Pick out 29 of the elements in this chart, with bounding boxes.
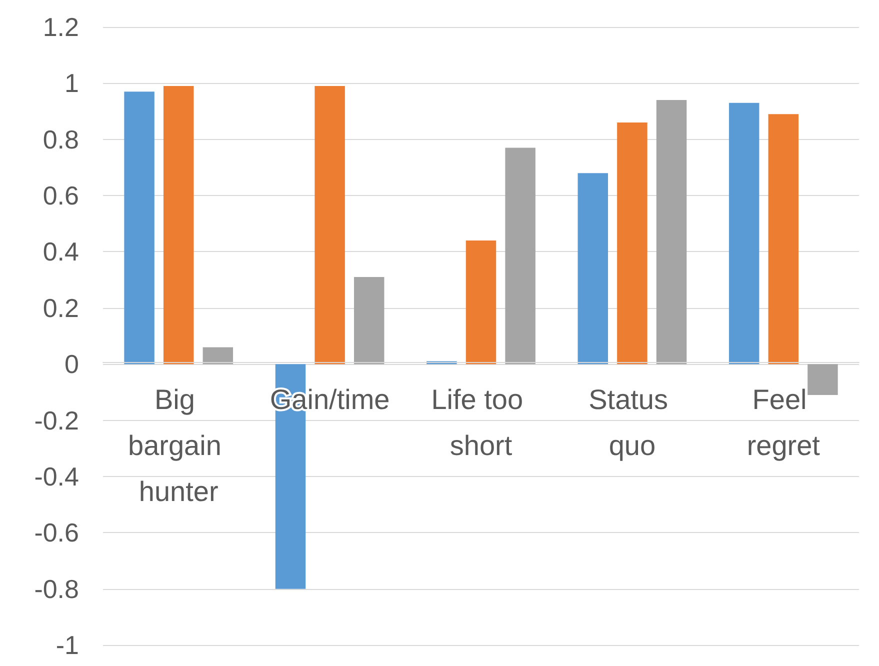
y-tick-label: -0.6 (34, 518, 79, 548)
y-tick-label: 0.4 (42, 236, 79, 267)
bar (808, 364, 838, 395)
bar (578, 173, 608, 364)
bar (466, 240, 496, 364)
y-tick-label: -1 (56, 630, 79, 660)
y-tick-label: 0 (64, 349, 79, 380)
x-tick-label: Feel regret (746, 384, 820, 462)
x-tick-label: Status quo (588, 384, 676, 462)
y-tick-label: 1.2 (42, 12, 79, 42)
bar (163, 86, 194, 364)
x-tick-label: Life too short (431, 384, 531, 462)
bar (202, 347, 234, 364)
y-tick-label: -0.2 (34, 405, 79, 436)
bar (656, 100, 687, 364)
y-tick-label: 0.6 (42, 180, 79, 211)
bar (617, 122, 648, 364)
bar (124, 92, 154, 364)
y-tick-label: 0.8 (42, 124, 79, 154)
y-tick-label: 1 (64, 68, 79, 98)
bar (768, 114, 799, 364)
bar (354, 277, 384, 364)
bar (728, 102, 760, 364)
y-tick-label: 0.2 (42, 292, 79, 323)
y-tick-label: -0.8 (34, 574, 79, 604)
x-tick-label: Big bargain hunter (128, 384, 230, 508)
bar (314, 86, 345, 364)
y-tick-label: -0.4 (34, 461, 79, 492)
bar (505, 148, 536, 364)
